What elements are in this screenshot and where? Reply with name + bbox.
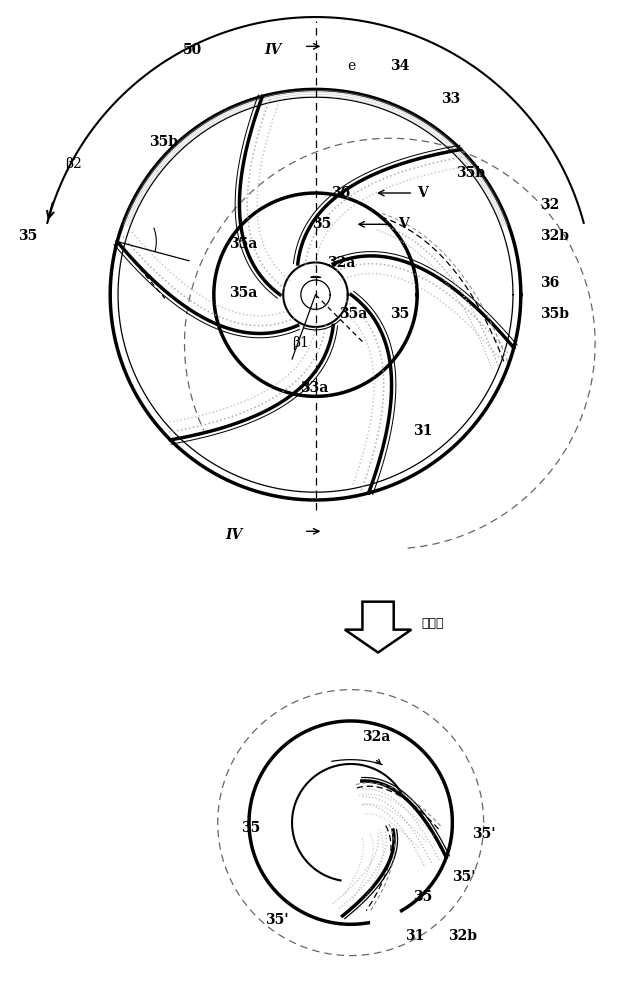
Text: 36: 36	[331, 186, 350, 200]
Text: 32a: 32a	[327, 256, 356, 270]
Text: 35a: 35a	[339, 307, 367, 321]
Text: β1: β1	[292, 336, 309, 350]
Text: 50: 50	[182, 43, 202, 57]
Text: 32: 32	[540, 198, 560, 212]
Text: 32b: 32b	[540, 229, 569, 243]
Text: 35': 35'	[472, 827, 495, 841]
Text: e: e	[347, 59, 355, 73]
Text: 変形例: 変形例	[421, 617, 444, 630]
Text: IV: IV	[225, 528, 243, 542]
Text: V: V	[417, 186, 428, 200]
Text: 33: 33	[440, 92, 460, 106]
Text: 35a: 35a	[230, 286, 258, 300]
Text: 35: 35	[241, 821, 261, 835]
Text: 35b: 35b	[456, 166, 485, 180]
Text: 35a: 35a	[230, 237, 258, 251]
Text: 31: 31	[413, 424, 433, 438]
Text: 35: 35	[312, 217, 331, 231]
Text: 35b: 35b	[540, 307, 569, 321]
Text: 35: 35	[413, 890, 432, 904]
Text: IV: IV	[264, 43, 282, 57]
Text: β2: β2	[65, 157, 82, 171]
Text: 31: 31	[406, 929, 425, 943]
Text: 32b: 32b	[449, 929, 478, 943]
Text: 35': 35'	[452, 870, 476, 884]
Polygon shape	[345, 602, 411, 653]
Text: 33a: 33a	[300, 381, 328, 395]
Text: V: V	[398, 217, 408, 231]
Text: 35b: 35b	[150, 135, 179, 149]
Text: 36: 36	[540, 276, 560, 290]
Text: 32a: 32a	[362, 730, 391, 744]
Text: 35': 35'	[264, 913, 288, 927]
Text: 34: 34	[390, 59, 409, 73]
Text: 35: 35	[390, 307, 409, 321]
Text: 35: 35	[18, 229, 37, 243]
